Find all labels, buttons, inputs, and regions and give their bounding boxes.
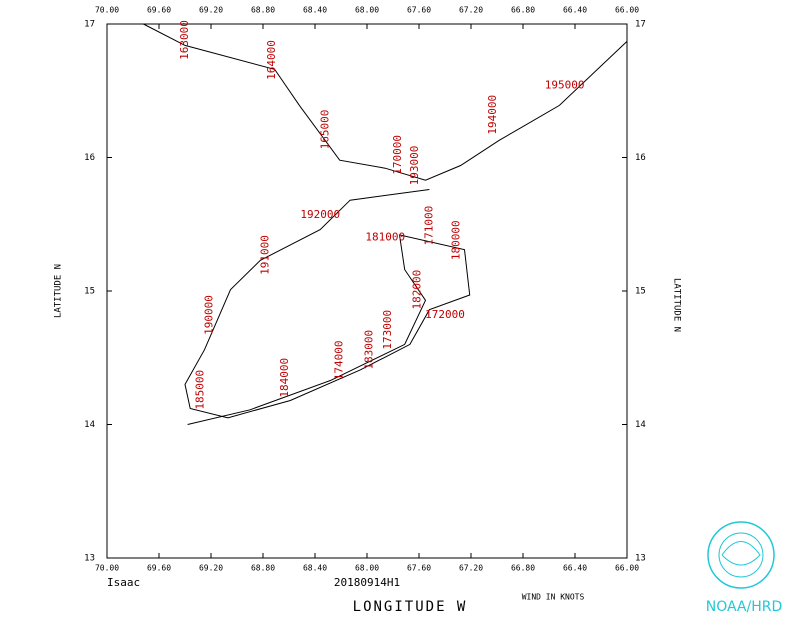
x-tick-label-top: 69.20 [199, 6, 223, 15]
x-tick-label-top: 68.40 [303, 6, 327, 15]
time-label: 171000 [422, 206, 435, 246]
time-label: 184000 [278, 358, 291, 398]
wind-note: WIND IN KNOTS [522, 593, 585, 602]
noaa-logo [707, 521, 775, 589]
time-label: 163000 [178, 20, 191, 60]
time-label: 174000 [333, 341, 346, 381]
time-label: 185000 [194, 370, 207, 410]
x-tick-label: 69.20 [199, 564, 223, 573]
time-label: 192000 [300, 208, 340, 221]
time-label: 172000 [425, 308, 465, 321]
y-tick-label-right: 16 [635, 153, 646, 163]
time-label: 173000 [381, 310, 394, 350]
x-tick-label: 68.00 [355, 564, 379, 573]
y-tick-label: 13 [84, 554, 95, 564]
x-tick-label-top: 68.80 [251, 6, 275, 15]
x-tick-label: 67.60 [407, 564, 431, 573]
x-tick-label: 67.20 [459, 564, 483, 573]
y-tick-label: 14 [84, 420, 95, 430]
x-tick-label: 70.00 [95, 564, 119, 573]
y-axis-label-right: LATITUDE N [672, 278, 682, 332]
time-label: 183000 [363, 330, 376, 370]
flight-id: 20180914H1 [334, 576, 400, 589]
x-tick-label: 68.80 [251, 564, 275, 573]
x-tick-label: 66.80 [511, 564, 535, 573]
y-tick-label-right: 13 [635, 554, 646, 564]
x-tick-label-top: 66.00 [615, 6, 639, 15]
time-label: 193000 [408, 146, 421, 186]
y-tick-label-right: 14 [635, 420, 646, 430]
credit: NOAA/HRD [706, 599, 783, 615]
time-label: 194000 [486, 95, 499, 135]
time-label: 191000 [259, 235, 272, 275]
y-tick-label-right: 15 [635, 287, 646, 297]
x-tick-label-top: 66.80 [511, 6, 535, 15]
y-tick-label: 15 [84, 287, 95, 297]
x-tick-label: 68.40 [303, 564, 327, 573]
x-tick-label-top: 70.00 [95, 6, 119, 15]
x-tick-label-top: 69.60 [147, 6, 171, 15]
x-tick-label: 66.00 [615, 564, 639, 573]
x-tick-label-top: 68.00 [355, 6, 379, 15]
x-tick-label-top: 66.40 [563, 6, 587, 15]
flight-track [143, 23, 628, 425]
x-tick-label: 66.40 [563, 564, 587, 573]
x-tick-label-top: 67.20 [459, 6, 483, 15]
time-label: 180000 [450, 220, 463, 260]
time-label: 181000 [365, 231, 405, 244]
y-tick-label-right: 17 [635, 20, 646, 30]
y-tick-label: 16 [84, 153, 95, 163]
time-label: 190000 [203, 295, 216, 335]
time-label: 164000 [265, 40, 278, 80]
x-tick-label: 69.60 [147, 564, 171, 573]
plot-frame [106, 23, 628, 559]
time-label: 170000 [391, 135, 404, 175]
x-tick-label-top: 67.60 [407, 6, 431, 15]
x-axis-label: LONGITUDE W [353, 599, 468, 615]
time-label: 165000 [318, 110, 331, 150]
time-label: 182000 [411, 270, 424, 310]
y-tick-label: 17 [84, 20, 95, 30]
time-label: 195000 [545, 78, 585, 91]
y-axis-label: LATITUDE N [54, 264, 64, 318]
storm-name: Isaac [107, 576, 140, 589]
